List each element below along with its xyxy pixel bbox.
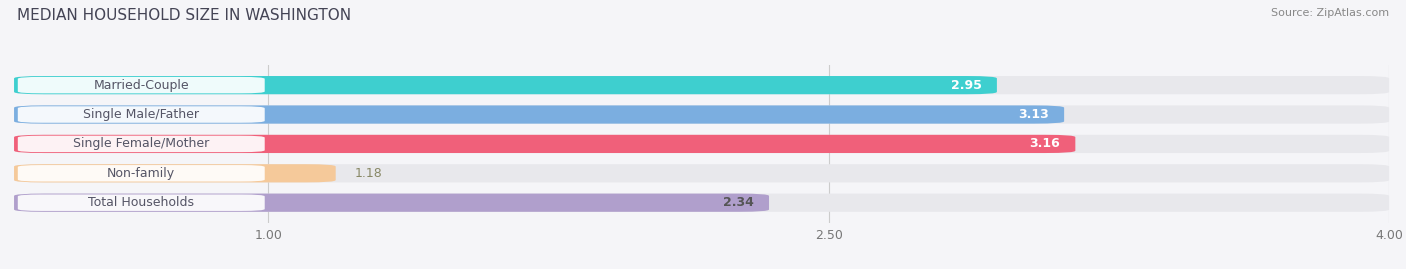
FancyBboxPatch shape bbox=[18, 194, 264, 211]
FancyBboxPatch shape bbox=[18, 106, 264, 123]
Text: Source: ZipAtlas.com: Source: ZipAtlas.com bbox=[1271, 8, 1389, 18]
Text: Single Male/Father: Single Male/Father bbox=[83, 108, 200, 121]
FancyBboxPatch shape bbox=[14, 164, 1389, 182]
FancyBboxPatch shape bbox=[14, 76, 997, 94]
Text: 2.34: 2.34 bbox=[723, 196, 754, 209]
Text: 1.18: 1.18 bbox=[354, 167, 382, 180]
FancyBboxPatch shape bbox=[14, 135, 1076, 153]
Text: Married-Couple: Married-Couple bbox=[93, 79, 188, 92]
Text: MEDIAN HOUSEHOLD SIZE IN WASHINGTON: MEDIAN HOUSEHOLD SIZE IN WASHINGTON bbox=[17, 8, 352, 23]
Text: 3.13: 3.13 bbox=[1018, 108, 1049, 121]
FancyBboxPatch shape bbox=[14, 76, 1389, 94]
Text: 2.95: 2.95 bbox=[950, 79, 981, 92]
FancyBboxPatch shape bbox=[14, 135, 1389, 153]
FancyBboxPatch shape bbox=[18, 165, 264, 182]
FancyBboxPatch shape bbox=[14, 194, 1389, 212]
FancyBboxPatch shape bbox=[14, 194, 769, 212]
Text: Total Households: Total Households bbox=[89, 196, 194, 209]
FancyBboxPatch shape bbox=[18, 77, 264, 93]
Text: Single Female/Mother: Single Female/Mother bbox=[73, 137, 209, 150]
FancyBboxPatch shape bbox=[18, 136, 264, 152]
Text: 3.16: 3.16 bbox=[1029, 137, 1060, 150]
Text: Non-family: Non-family bbox=[107, 167, 176, 180]
FancyBboxPatch shape bbox=[14, 164, 336, 182]
FancyBboxPatch shape bbox=[14, 105, 1064, 124]
FancyBboxPatch shape bbox=[14, 105, 1389, 124]
